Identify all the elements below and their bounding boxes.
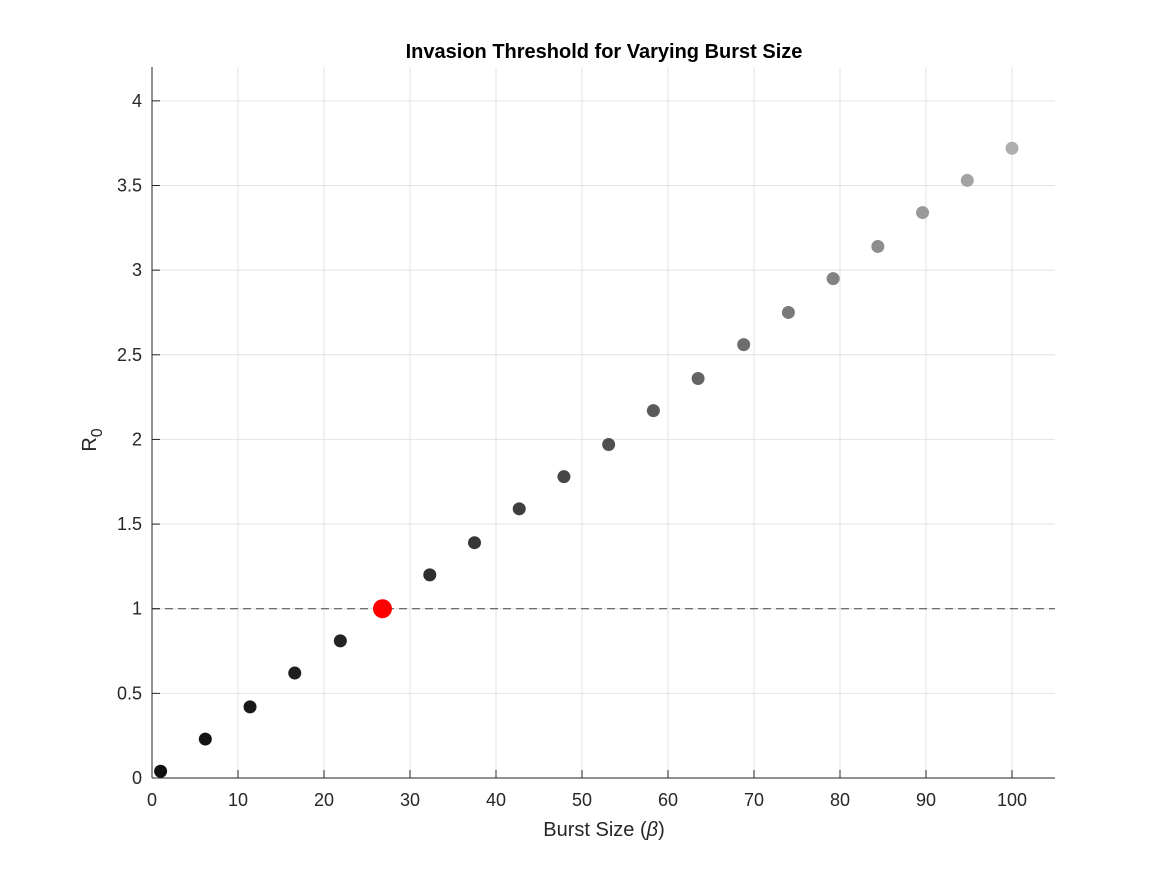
y-axis-label-text: R — [79, 437, 101, 451]
chart-title: Invasion Threshold for Varying Burst Siz… — [406, 41, 803, 63]
data-point — [737, 338, 751, 352]
data-point — [198, 732, 212, 746]
data-point — [333, 634, 347, 648]
threshold-point — [372, 599, 392, 619]
data-point — [468, 536, 481, 550]
data-point — [1005, 141, 1019, 155]
x-tick-label: 20 — [314, 790, 334, 810]
data-point — [826, 272, 840, 286]
x-tick-label: 0 — [147, 790, 157, 810]
data-point — [288, 666, 302, 680]
data-point — [916, 206, 930, 220]
y-axis-label-subscript: 0 — [89, 428, 106, 437]
axes — [151, 67, 1055, 779]
y-tick-label: 3 — [132, 260, 142, 280]
x-axis-label-text: Burst Size ( — [543, 819, 647, 841]
x-tick-label: 60 — [658, 790, 678, 810]
y-axis-ticks: 0 0.5 1 1.5 2 2.5 3 3.5 4 — [117, 91, 160, 788]
x-axis-label-close: ) — [658, 819, 665, 841]
data-point — [423, 568, 437, 582]
x-tick-label: 10 — [228, 790, 248, 810]
grid-lines — [151, 67, 1055, 779]
y-tick-label: 0.5 — [117, 683, 142, 703]
y-tick-label: 2.5 — [117, 345, 142, 365]
data-point — [154, 764, 168, 778]
x-tick-label: 90 — [916, 790, 936, 810]
x-tick-label: 30 — [400, 790, 420, 810]
data-point — [691, 371, 705, 385]
x-axis-label: Burst Size (β) — [543, 819, 664, 841]
data-point — [646, 404, 660, 418]
y-tick-label: 2 — [132, 429, 142, 449]
x-tick-label: 50 — [572, 790, 592, 810]
data-point — [557, 470, 571, 484]
x-tick-label: 100 — [997, 790, 1027, 810]
data-point — [871, 239, 885, 253]
data-point — [960, 173, 974, 187]
y-tick-label: 3.5 — [117, 176, 142, 196]
y-axis-label: R0 — [79, 428, 106, 451]
x-tick-label: 70 — [744, 790, 764, 810]
data-point — [512, 502, 526, 516]
data-point — [243, 700, 257, 714]
data-points — [154, 141, 1019, 778]
y-tick-label: 1 — [132, 599, 142, 619]
x-axis-ticks: 0 10 20 30 40 50 60 70 80 90 100 — [147, 770, 1027, 810]
y-tick-label: 0 — [132, 768, 142, 788]
x-tick-label: 80 — [830, 790, 850, 810]
y-tick-label: 4 — [132, 91, 142, 111]
data-point — [781, 305, 795, 319]
y-tick-label: 1.5 — [117, 514, 142, 534]
x-tick-label: 40 — [486, 790, 506, 810]
x-axis-label-symbol: β — [646, 819, 658, 841]
data-point — [602, 438, 616, 452]
